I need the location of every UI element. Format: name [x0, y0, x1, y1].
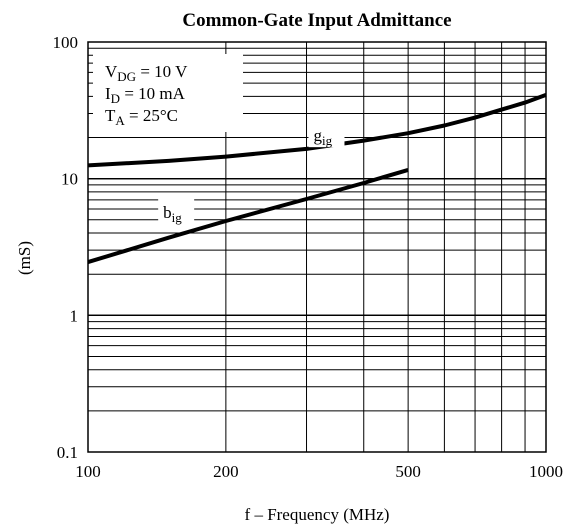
y-axis-label: (mS) [15, 241, 34, 275]
x-tick-label: 500 [395, 462, 421, 481]
series-line-big [87, 167, 409, 265]
conditions-background [93, 54, 243, 132]
chart-title: Common-Gate Input Admittance [182, 10, 451, 31]
y-tick-label: 0.1 [57, 443, 78, 462]
series-label-big: big [158, 197, 195, 225]
series-label-text: big [163, 203, 182, 225]
series-line-gig [87, 93, 547, 168]
tick-labels: 100 200 500 1000 0.1 1 10 100 VDG = 10 VID = 10 … [53, 33, 564, 481]
grid [88, 42, 546, 452]
x-tick-label: 200 [213, 462, 239, 481]
y-tick-label: 10 [61, 170, 78, 189]
series-label-background [158, 197, 195, 224]
series-label-text: gig [313, 126, 332, 148]
x-tick-label: 100 [75, 462, 101, 481]
y-tick-label: 100 [53, 33, 79, 52]
condition-text: VDG = 10 V [105, 62, 188, 84]
curves [87, 93, 547, 265]
x-tick-label: 1000 [529, 462, 563, 481]
condition-text: ID = 10 mA [105, 84, 186, 106]
series-label-background [308, 121, 345, 148]
x-axis-label: f – Frequency (MHz) [245, 505, 390, 524]
plot-frame [87, 41, 547, 453]
y-tick-label: 1 [70, 306, 79, 325]
series-label-gig: gig [308, 121, 345, 148]
condition-text: TA = 25°C [105, 106, 178, 128]
